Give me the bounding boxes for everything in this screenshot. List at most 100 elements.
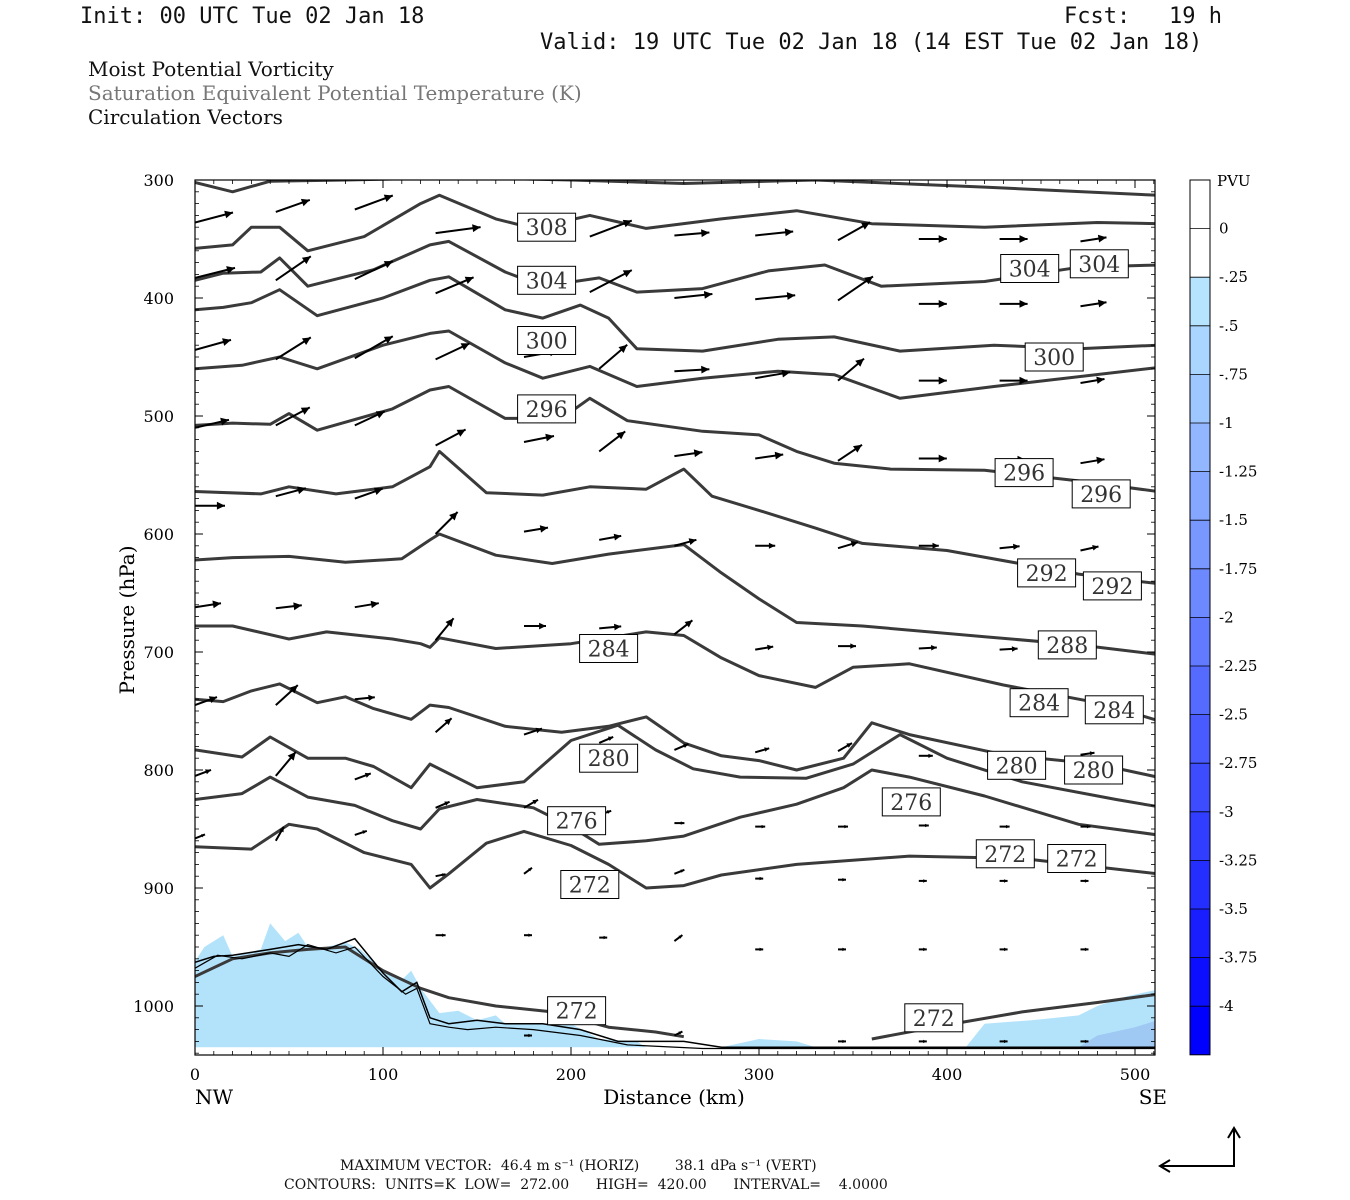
circulation-vector: [274, 826, 285, 842]
colorbar-bin: [1190, 520, 1210, 569]
y-tick-label: 700: [143, 643, 174, 662]
contour-label: 292: [1017, 558, 1077, 588]
theta-contour-300-3: [195, 275, 1155, 353]
circulation-vector: [918, 454, 947, 463]
contour-label: 304: [517, 265, 577, 295]
circulation-vector: [435, 428, 467, 447]
svg-text:296: 296: [526, 398, 568, 423]
circulation-vector: [1080, 879, 1089, 883]
svg-text:284: 284: [1018, 692, 1060, 717]
contour-label: 308: [517, 212, 577, 242]
circulation-vector: [838, 1039, 846, 1044]
colorbar-level-label: -2.5: [1219, 706, 1248, 724]
pv-shading-layer: [195, 923, 1155, 1048]
circulation-vector: [1080, 1039, 1089, 1044]
circulation-vector: [918, 823, 929, 828]
circulation-vector: [837, 541, 859, 550]
colorbar-level-label: -3.75: [1219, 949, 1257, 967]
svg-text:300: 300: [1033, 346, 1075, 371]
colorbar-bin: [1190, 666, 1210, 715]
svg-text:308: 308: [526, 216, 568, 241]
svg-text:284: 284: [1093, 699, 1135, 724]
colorbar-bin: [1190, 763, 1210, 812]
circulation-vector: [838, 878, 846, 882]
contour-layer: [195, 180, 1155, 1041]
circulation-vector: [354, 410, 386, 427]
circulation-vector: [755, 369, 791, 380]
circulation-vector: [523, 727, 543, 736]
circulation-vector: [1080, 824, 1091, 829]
circulation-vector: [598, 430, 626, 453]
pv-shade-3: [1078, 1021, 1155, 1048]
theta-contour-308-0: [195, 180, 1155, 197]
circulation-vector: [755, 451, 784, 460]
circulation-vector: [435, 933, 446, 937]
colorbar-level-label: -1.25: [1219, 463, 1257, 481]
circulation-vector: [435, 873, 446, 878]
circulation-vector: [195, 600, 222, 609]
svg-text:304: 304: [526, 269, 568, 294]
circulation-vector: [435, 224, 481, 235]
circulation-vector: [837, 275, 874, 302]
y-tick-label: 500: [143, 407, 174, 426]
contour-label: 296: [517, 394, 577, 424]
title-theta-es: Saturation Equivalent Potential Temperat…: [88, 81, 582, 105]
colorbar-bin: [1190, 1006, 1210, 1055]
theta-contour-272-11: [195, 768, 1155, 846]
colorbar-level-label: -1: [1219, 414, 1234, 432]
circulation-vector: [755, 292, 796, 301]
svg-text:272: 272: [556, 1000, 598, 1025]
x-end-left: NW: [195, 1085, 234, 1109]
contour-label: 284: [1084, 695, 1144, 725]
colorbar-level-label: 0: [1219, 220, 1229, 238]
theta-contour-300-4: [195, 329, 1155, 400]
contour-label: 296: [994, 458, 1054, 488]
circulation-vector: [918, 542, 939, 549]
circulation-vector: [599, 533, 622, 541]
forecast-label: Fcst:: [1064, 4, 1131, 29]
circulation-vector: [354, 194, 394, 211]
svg-text:272: 272: [569, 874, 611, 899]
circulation-vector: [918, 879, 927, 883]
circulation-vector: [275, 684, 299, 706]
circulation-vector: [674, 365, 710, 374]
x-axis-label: Distance (km): [603, 1085, 745, 1109]
contour-label-layer: 308 304 300 296 284 280 276 272 272 304 304 300 296 2…: [517, 212, 1144, 1033]
circulation-vector: [673, 1030, 683, 1037]
contour-label: 280: [987, 750, 1047, 780]
x-tick-label: 500: [1120, 1065, 1151, 1084]
circulation-vector: [674, 538, 697, 547]
circulation-vector: [755, 644, 774, 651]
colorbar-level-label: -.75: [1219, 365, 1248, 383]
contour-info-text: CONTOURS: UNITS=K LOW= 272.00 HIGH= 420.…: [284, 1177, 888, 1193]
valid-time: Valid: 19 UTC Tue 02 Jan 18 (14 EST Tue …: [540, 30, 1203, 55]
circulation-vector: [523, 798, 539, 809]
svg-text:304: 304: [1078, 253, 1120, 278]
y-tick-label: 400: [143, 289, 174, 308]
theta-contour-280-9: [195, 682, 1155, 779]
svg-text:280: 280: [588, 747, 630, 772]
contour-label: 280: [1064, 755, 1124, 785]
svg-text:296: 296: [1080, 483, 1122, 508]
circulation-vector: [195, 210, 234, 224]
colorbar-level-label: -3.5: [1219, 900, 1248, 918]
circulation-vector: [918, 376, 947, 385]
circulation-vector: [755, 876, 764, 881]
theta-contour-276-10: [195, 723, 1155, 808]
circulation-vector: [755, 542, 776, 549]
circulation-vector: [195, 417, 230, 429]
svg-text:288: 288: [1046, 634, 1088, 659]
x-tick-label: 300: [744, 1065, 775, 1084]
y-tick-label: 300: [143, 171, 174, 190]
colorbar-bin: [1190, 374, 1210, 423]
circulation-vector: [999, 543, 1020, 550]
circulation-vector: [354, 600, 379, 609]
vector-layer: [195, 194, 1107, 1044]
pv-shade-1: [721, 1039, 816, 1048]
x-tick-label: 0: [190, 1065, 200, 1084]
contour-label: 272: [560, 870, 620, 899]
circulation-vector: [354, 694, 375, 701]
y-tick-label: 600: [143, 525, 174, 544]
circulation-vector: [435, 800, 450, 809]
